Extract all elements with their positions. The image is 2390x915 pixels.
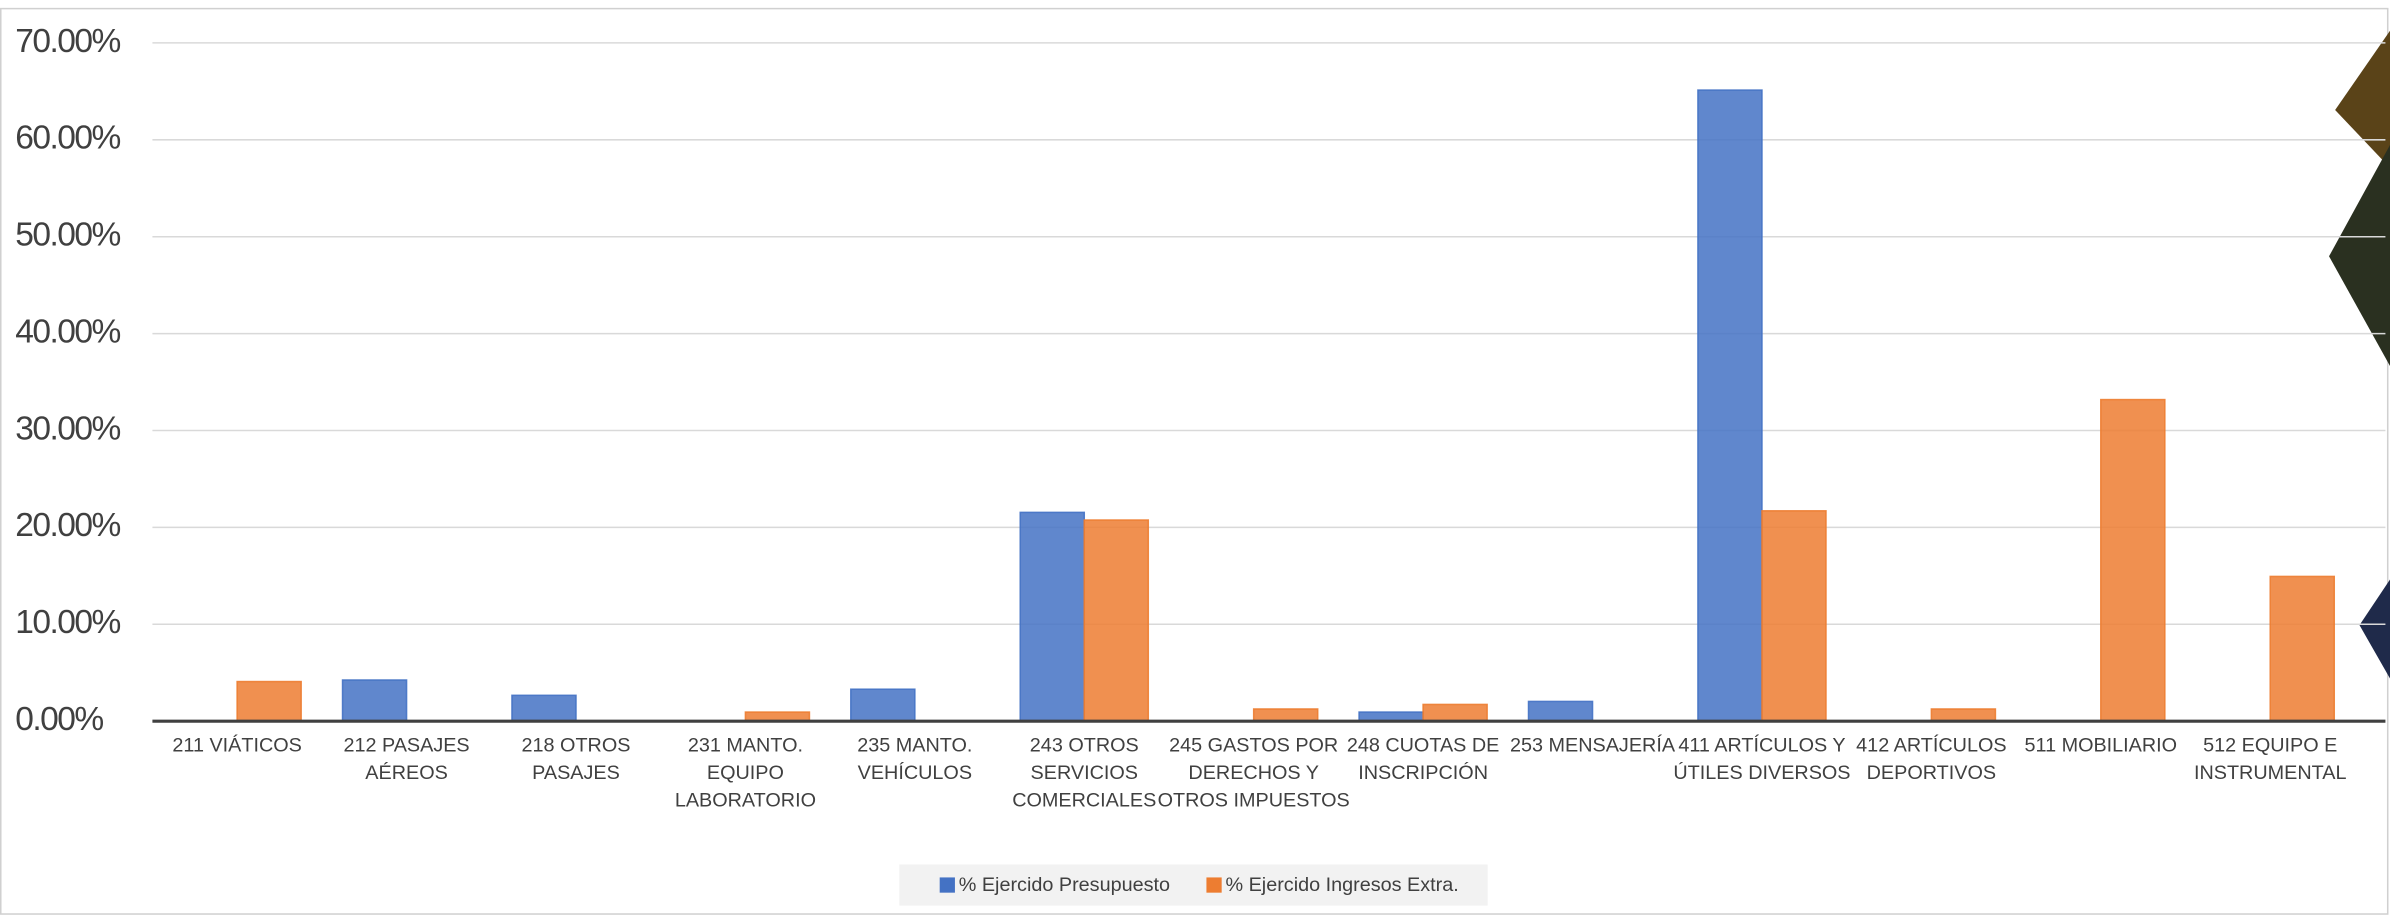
bar (341, 679, 408, 722)
y-tick-label: 50.00% (15, 217, 120, 254)
chart-frame (0, 7, 2389, 915)
decor (2359, 579, 2390, 679)
y-tick-label: 10.00% (15, 604, 120, 641)
bar (1252, 708, 1319, 722)
y-tick-label: 0.00% (15, 701, 103, 738)
x-tick-label: 243 OTROS SERVICIOS COMERCIALES (1012, 735, 1156, 812)
x-tick-label: 248 CUOTAS DE INSCRIPCIÓN (1347, 735, 1500, 784)
y-tick-label: 40.00% (15, 313, 120, 350)
bar (1930, 708, 1997, 722)
bar (1527, 700, 1594, 722)
x-tick-label: 253 MENSAJERÍA (1510, 734, 1676, 757)
legend-swatch (1206, 877, 1222, 893)
bar (2269, 575, 2336, 722)
x-tick-label: 412 ARTÍCULOS DEPORTIVOS (1856, 734, 2006, 784)
bar (511, 694, 577, 722)
legend-swatch (939, 877, 955, 893)
bar (850, 688, 916, 722)
x-tick-label: 235 MANTO. VEHÍCULOS (857, 735, 972, 784)
decor (2335, 30, 2390, 168)
bar (1422, 703, 1488, 722)
y-tick-label: 30.00% (15, 410, 120, 447)
bar (1019, 511, 1086, 722)
bar (236, 680, 302, 722)
legend-label: % Ejercido Presupuesto (959, 874, 1170, 896)
y-tick-label: 60.00% (15, 120, 120, 157)
x-tick-label: 212 PASAJES AÉREOS (343, 735, 469, 784)
x-tick-label: 211 VIÁTICOS (172, 734, 301, 757)
bar (1083, 519, 1150, 722)
x-tick-label: 245 GASTOS POR DERECHOS Y OTROS IMPUESTOS (1158, 735, 1350, 812)
legend-label: % Ejercido Ingresos Extra. (1225, 874, 1458, 896)
x-tick-label: 411 ARTÍCULOS Y ÚTILES DIVERSOS (1673, 734, 1850, 784)
decor (2329, 145, 2390, 367)
x-tick-label: 512 EQUIPO E INSTRUMENTAL (2194, 735, 2347, 784)
x-tick-label: 231 MANTO. EQUIPO LABORATORIO (675, 735, 816, 812)
bar (1761, 510, 1827, 722)
bar (1697, 89, 1763, 722)
x-tick-label: 511 MOBILIARIO (2025, 735, 2178, 757)
x-tick-label: 218 OTROS PASAJES (522, 735, 631, 784)
y-tick-label: 20.00% (15, 507, 120, 544)
bar (2100, 398, 2166, 722)
legend-box (899, 864, 1488, 906)
y-tick-label: 70.00% (15, 23, 120, 60)
